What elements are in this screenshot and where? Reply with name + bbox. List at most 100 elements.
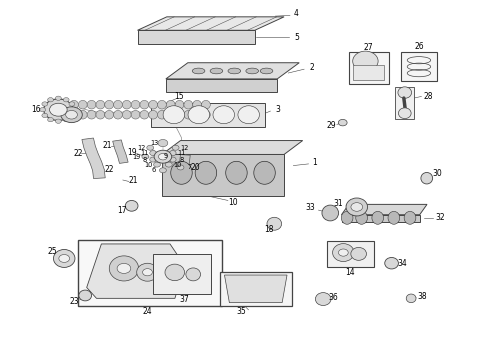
- Ellipse shape: [147, 145, 154, 150]
- Ellipse shape: [192, 68, 205, 74]
- Ellipse shape: [246, 68, 259, 74]
- Ellipse shape: [63, 117, 69, 122]
- Ellipse shape: [131, 111, 140, 119]
- Ellipse shape: [61, 107, 82, 123]
- Ellipse shape: [171, 161, 192, 184]
- Ellipse shape: [398, 108, 411, 118]
- Ellipse shape: [406, 294, 416, 303]
- Ellipse shape: [96, 100, 105, 109]
- Ellipse shape: [172, 145, 179, 150]
- Ellipse shape: [201, 100, 210, 109]
- Text: 23: 23: [69, 297, 79, 306]
- Ellipse shape: [70, 100, 78, 109]
- Text: 4: 4: [294, 9, 299, 18]
- Text: 26: 26: [414, 42, 424, 51]
- Ellipse shape: [175, 111, 184, 119]
- Text: 19: 19: [132, 154, 141, 160]
- Ellipse shape: [105, 111, 114, 119]
- Ellipse shape: [254, 161, 275, 184]
- Text: 35: 35: [236, 307, 246, 316]
- Polygon shape: [342, 204, 427, 215]
- Text: 32: 32: [436, 213, 445, 222]
- Bar: [327, 241, 373, 267]
- Ellipse shape: [122, 100, 131, 109]
- Ellipse shape: [267, 217, 282, 230]
- Ellipse shape: [143, 269, 152, 276]
- Bar: [348, 52, 389, 84]
- Polygon shape: [224, 275, 287, 303]
- Text: 28: 28: [424, 92, 434, 101]
- Ellipse shape: [356, 211, 368, 224]
- Text: 10: 10: [173, 162, 182, 167]
- Ellipse shape: [166, 111, 175, 119]
- Ellipse shape: [351, 247, 367, 260]
- Text: 30: 30: [432, 169, 442, 178]
- Text: 29: 29: [326, 121, 336, 130]
- Ellipse shape: [142, 154, 149, 159]
- Text: 8: 8: [142, 157, 147, 163]
- Text: 3: 3: [276, 105, 281, 114]
- Ellipse shape: [66, 111, 77, 119]
- Ellipse shape: [149, 111, 158, 119]
- Ellipse shape: [195, 161, 217, 184]
- Text: 14: 14: [345, 268, 355, 277]
- Ellipse shape: [131, 100, 140, 109]
- Ellipse shape: [117, 264, 131, 274]
- Ellipse shape: [159, 168, 166, 173]
- Ellipse shape: [42, 102, 48, 106]
- Text: 25: 25: [48, 247, 57, 256]
- Bar: [353, 66, 384, 80]
- Bar: [151, 103, 265, 127]
- Ellipse shape: [96, 111, 105, 119]
- Ellipse shape: [44, 99, 73, 121]
- Ellipse shape: [193, 100, 201, 109]
- Ellipse shape: [404, 211, 416, 224]
- Bar: [153, 255, 211, 294]
- Ellipse shape: [79, 290, 92, 301]
- Ellipse shape: [184, 111, 193, 119]
- Ellipse shape: [322, 205, 339, 221]
- Bar: [78, 240, 222, 306]
- Ellipse shape: [169, 150, 176, 156]
- Text: 13: 13: [150, 140, 158, 146]
- Ellipse shape: [158, 111, 166, 119]
- Text: 10: 10: [144, 162, 152, 167]
- Ellipse shape: [165, 264, 185, 281]
- Polygon shape: [113, 140, 128, 163]
- Ellipse shape: [158, 100, 166, 109]
- Polygon shape: [177, 154, 190, 177]
- Ellipse shape: [165, 162, 172, 167]
- Ellipse shape: [71, 108, 77, 112]
- Text: 5: 5: [294, 32, 299, 41]
- Text: 17: 17: [117, 206, 127, 215]
- Ellipse shape: [226, 161, 247, 184]
- Ellipse shape: [158, 139, 168, 147]
- Ellipse shape: [154, 162, 160, 167]
- Ellipse shape: [210, 68, 223, 74]
- Text: 38: 38: [417, 292, 427, 301]
- Ellipse shape: [42, 113, 48, 118]
- Ellipse shape: [55, 96, 61, 100]
- Ellipse shape: [188, 106, 210, 124]
- Ellipse shape: [339, 249, 348, 256]
- Ellipse shape: [105, 100, 114, 109]
- Ellipse shape: [228, 68, 241, 74]
- Ellipse shape: [338, 120, 347, 126]
- Ellipse shape: [163, 106, 185, 124]
- Text: 27: 27: [364, 43, 373, 52]
- Ellipse shape: [346, 198, 368, 216]
- Ellipse shape: [140, 111, 149, 119]
- Ellipse shape: [351, 203, 363, 211]
- Ellipse shape: [125, 201, 138, 211]
- Ellipse shape: [372, 211, 384, 224]
- Ellipse shape: [137, 263, 158, 281]
- Ellipse shape: [421, 172, 433, 184]
- Text: 20: 20: [190, 163, 200, 172]
- Text: 34: 34: [397, 259, 407, 268]
- Ellipse shape: [48, 98, 53, 102]
- Ellipse shape: [69, 113, 75, 118]
- Text: 9: 9: [163, 153, 168, 159]
- Ellipse shape: [213, 106, 235, 124]
- Text: 33: 33: [306, 203, 316, 212]
- Ellipse shape: [177, 165, 184, 170]
